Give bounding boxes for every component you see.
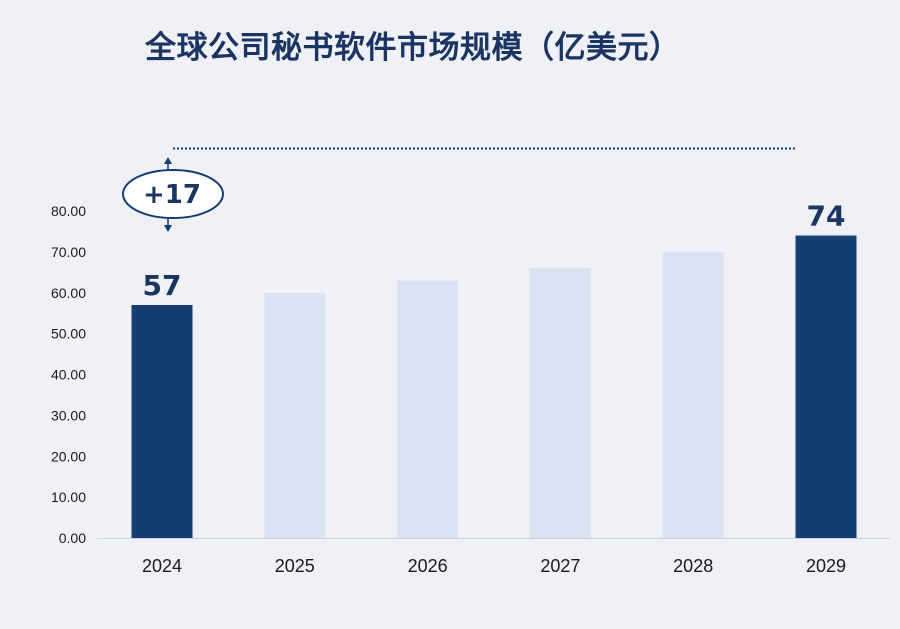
y-tick-label: 0.00 <box>59 530 86 546</box>
bars-group <box>131 235 857 538</box>
x-tick-label: 2029 <box>806 556 846 576</box>
y-tick-label: 20.00 <box>51 448 86 464</box>
growth-annotation: +17 <box>122 147 796 232</box>
data-label-2029: 74 <box>807 200 846 233</box>
y-tick-label: 70.00 <box>51 244 86 260</box>
y-tick-label: 40.00 <box>51 367 86 383</box>
arrow-down-icon <box>164 225 172 232</box>
bar-2025 <box>264 292 326 538</box>
x-tick-label: 2027 <box>540 556 580 576</box>
x-axis-labels: 2024 2025 2026 2027 2028 2029 <box>142 556 846 576</box>
x-tick-label: 2028 <box>673 556 713 576</box>
y-tick-label: 30.00 <box>51 407 86 423</box>
arrow-up-icon <box>164 157 172 164</box>
x-tick-label: 2025 <box>275 556 315 576</box>
y-axis: 0.00 10.00 20.00 30.00 40.00 50.00 60.00 70.00 8… <box>51 203 86 546</box>
bar-2029 <box>795 235 857 538</box>
y-tick-label: 50.00 <box>51 326 86 342</box>
growth-delta-label: +17 <box>143 180 201 210</box>
y-tick-label: 80.00 <box>51 203 86 219</box>
y-tick-label: 10.00 <box>51 489 86 505</box>
bar-2027 <box>529 268 591 538</box>
chart-title: 全球公司秘书软件市场规模（亿美元） <box>145 30 681 66</box>
data-label-2024: 57 <box>143 269 182 302</box>
data-labels: 57 74 <box>143 200 846 302</box>
bar-2026 <box>397 280 459 538</box>
bar-2028 <box>662 251 724 538</box>
y-tick-label: 60.00 <box>51 285 86 301</box>
x-tick-label: 2024 <box>142 556 182 576</box>
bar-2024 <box>131 305 193 538</box>
growth-bubble <box>122 169 224 219</box>
x-tick-label: 2026 <box>408 556 448 576</box>
